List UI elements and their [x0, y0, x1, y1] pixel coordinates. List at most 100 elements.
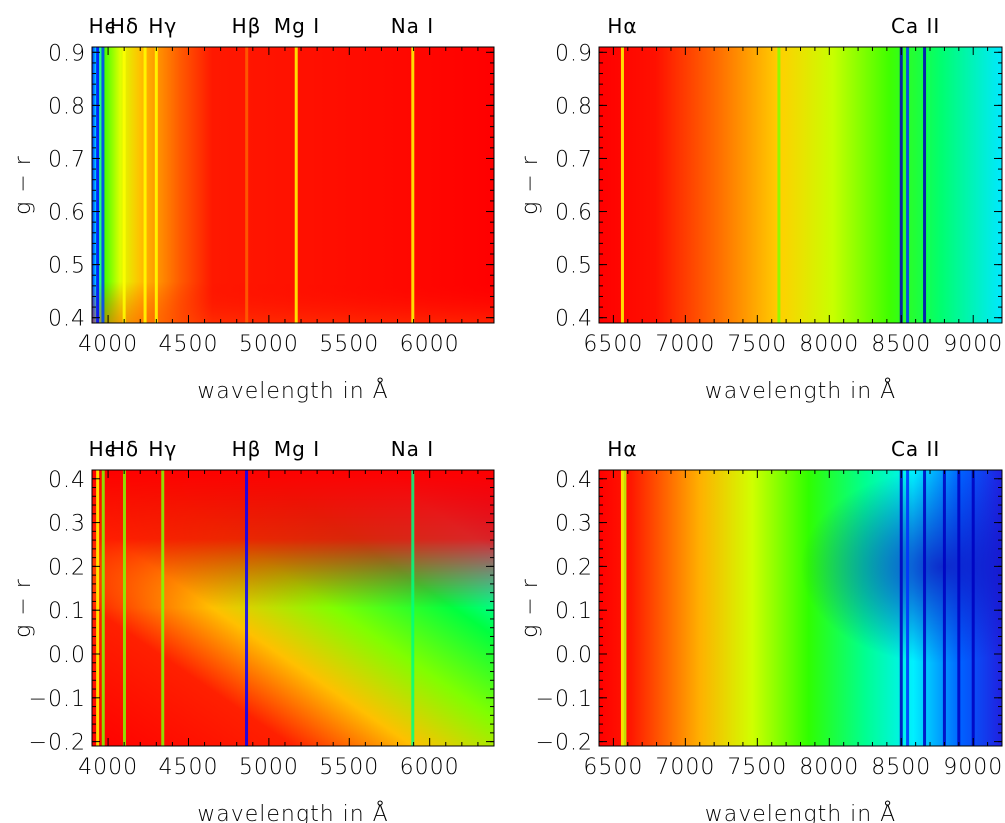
y-tick-label: 0.2: [555, 555, 593, 580]
x-tick-label: 6000: [400, 755, 460, 780]
y-tick-label: 0.8: [48, 94, 86, 119]
spectral-line-stripe: [143, 47, 147, 323]
y-axis-label: g − r: [518, 155, 543, 215]
spectral-line-stripe: [411, 470, 415, 746]
x-tick-label: 8500: [871, 332, 931, 357]
spectral-line-stripe: [906, 470, 910, 746]
x-tick-label: 5000: [239, 755, 299, 780]
spectral-line-stripe: [620, 47, 624, 323]
spectral-line-label: Hγ: [148, 437, 177, 461]
x-tick-label: 8000: [799, 332, 859, 357]
x-tick-label: 6500: [583, 332, 643, 357]
spectral-line-stripe: [122, 47, 126, 323]
spectral-line-stripe: [942, 470, 946, 746]
spectral-line-stripe: [101, 47, 105, 323]
heatmap-overlay: [92, 47, 494, 323]
spectral-line-label: Ca II: [891, 437, 940, 461]
spectral-line-label: Mg I: [274, 14, 320, 38]
y-tick-label: 0.5: [555, 254, 593, 279]
spectral-line-label: Hβ: [232, 14, 262, 38]
heatmap-top-right: [599, 47, 1002, 323]
panel-bottom-right: 6500 7000 7500 8000 8500 9000 0.4 0.3 0.2 0.1 0.0 −…: [518, 437, 1003, 823]
x-tick-label: 8500: [871, 755, 931, 780]
y-tick-label: 0.4: [48, 468, 86, 493]
spectral-line-stripe: [122, 470, 126, 746]
heatmap-overlay: [599, 470, 1002, 746]
y-tick-label: −0.2: [536, 731, 593, 756]
spectral-line-stripe: [623, 470, 627, 746]
y-tick-label: 0.8: [555, 94, 593, 119]
x-tick-label: 7000: [655, 332, 715, 357]
y-tick-label: −0.1: [536, 687, 593, 712]
spectral-line-label: Mg I: [274, 437, 320, 461]
spectral-line-label: Ca II: [891, 14, 940, 38]
x-tick-label: 4500: [158, 755, 218, 780]
spectral-line-stripe: [96, 47, 100, 323]
y-tick-label: 0.2: [48, 555, 86, 580]
axes-frame: [91, 469, 495, 747]
y-tick-label: 0.7: [48, 147, 86, 172]
x-tick-label: 6500: [583, 755, 643, 780]
spectral-line-label: Na I: [391, 14, 434, 38]
spectral-line-stripe: [245, 470, 249, 746]
panel-top-left: 4000 4500 5000 5500 6000 0.4 0.5 0.6 0.7 0.8 0.9 wa…: [11, 14, 495, 404]
y-tick-label: 0.0: [555, 643, 593, 668]
spectral-line-stripe: [957, 470, 961, 746]
x-tick-label: 7000: [655, 755, 715, 780]
x-tick-label: 8000: [799, 755, 859, 780]
x-tick-label: 4500: [158, 332, 218, 357]
y-tick-label: 0.4: [555, 307, 593, 332]
panel-top-right: 6500 7000 7500 8000 8500 9000 0.4 0.5 0.6 0.7 0.8 0…: [518, 14, 1003, 404]
y-tick-label: 0.7: [555, 147, 593, 172]
spectral-line-stripe: [245, 47, 249, 323]
spectral-line-stripe: [923, 47, 927, 323]
spectral-line-label: Hδ: [110, 437, 139, 461]
spectral-line-stripe: [906, 47, 910, 323]
spectral-line-stripe: [777, 47, 781, 323]
spectral-line-label: Hϵ: [89, 437, 118, 461]
y-tick-label: −0.2: [29, 731, 86, 756]
spectral-line-stripe: [96, 470, 100, 746]
x-tick-label: 6000: [400, 332, 460, 357]
y-tick-label: 0.9: [48, 41, 86, 66]
x-axis-label: wavelength in Å: [197, 378, 388, 404]
spectral-line-stripe: [971, 470, 975, 746]
x-tick-label: 5500: [319, 332, 379, 357]
spectral-line-stripe: [411, 47, 415, 323]
spectral-line-stripe: [154, 47, 158, 323]
x-tick-label: 9000: [943, 332, 1003, 357]
y-tick-label: 0.5: [48, 254, 86, 279]
spectral-line-label: Hβ: [232, 437, 262, 461]
y-tick-label: 0.0: [48, 643, 86, 668]
spectral-line-stripe: [101, 470, 105, 746]
spectral-line-label: Hγ: [148, 14, 177, 38]
y-axis-label: g − r: [11, 578, 36, 638]
spectral-line-stripe: [923, 470, 927, 746]
spectral-line-label: Hα: [607, 437, 637, 461]
y-tick-label: 0.1: [555, 599, 593, 624]
y-tick-label: 0.4: [555, 468, 593, 493]
spectral-line-label: Hϵ: [89, 14, 118, 38]
spectral-line-stripe: [899, 47, 903, 323]
y-axis-label: g − r: [11, 155, 36, 215]
x-tick-label: 7500: [727, 755, 787, 780]
x-tick-label: 7500: [727, 332, 787, 357]
y-tick-label: 0.3: [48, 512, 86, 537]
y-tick-label: 0.6: [555, 201, 593, 226]
y-tick-label: 0.4: [48, 307, 86, 332]
x-tick-label: 4000: [78, 755, 138, 780]
x-axis-label: wavelength in Å: [705, 378, 896, 404]
spectral-line-label: Hα: [607, 14, 637, 38]
x-axis-label: wavelength in Å: [197, 801, 388, 823]
spectral-line-label: Hδ: [110, 14, 139, 38]
axes-frame: [91, 46, 495, 324]
y-tick-label: 0.3: [555, 512, 593, 537]
y-axis-label: g − r: [518, 578, 543, 638]
x-axis-label: wavelength in Å: [705, 801, 896, 823]
spectral-line-stripe: [161, 470, 165, 746]
x-tick-label: 9000: [943, 755, 1003, 780]
panel-bottom-left: 4000 4500 5000 5500 6000 0.4 0.3 0.2 0.1 0.0 −0.1 −…: [11, 437, 495, 823]
x-tick-label: 5000: [239, 332, 299, 357]
spectral-line-stripe: [899, 470, 903, 746]
